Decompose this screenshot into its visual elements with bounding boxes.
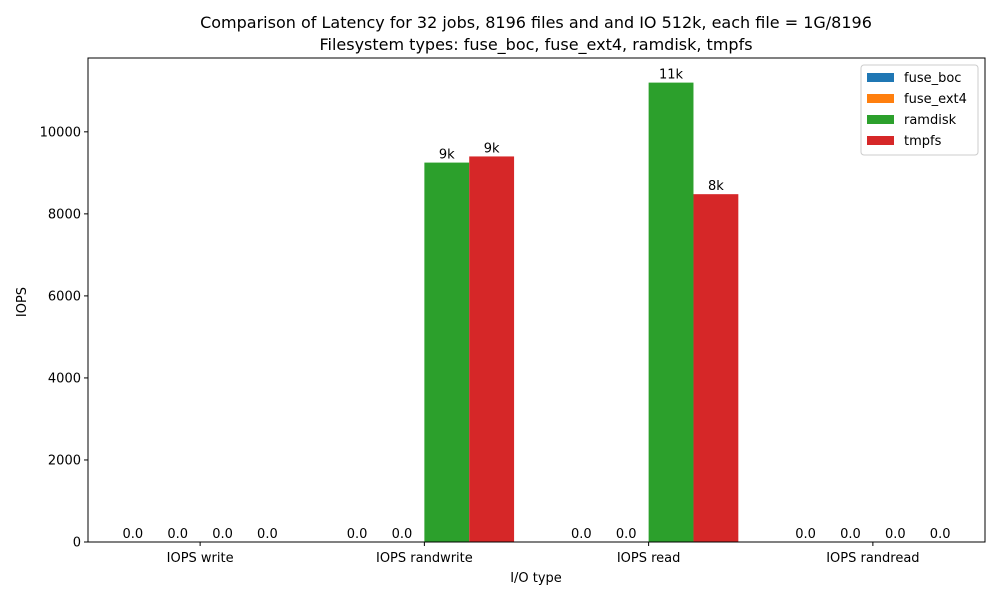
- legend-label-ramdisk: ramdisk: [904, 113, 957, 128]
- y-tick-label: 10000: [40, 125, 81, 140]
- y-tick-label: 8000: [48, 207, 81, 222]
- x-tick-label: IOPS write: [167, 551, 234, 566]
- y-tick-label: 2000: [48, 453, 81, 468]
- x-tick-label: IOPS randread: [826, 551, 919, 566]
- x-tick-label: IOPS read: [617, 551, 681, 566]
- bar-label-fuse_boc-2: 0.0: [571, 527, 592, 542]
- bar-ramdisk-2: [648, 82, 694, 542]
- bar-label-fuse_ext4-1: 0.0: [392, 527, 413, 542]
- y-axis-label: IOPS: [15, 287, 30, 317]
- bar-label-fuse_boc-1: 0.0: [347, 527, 368, 542]
- bar-label-ramdisk-0: 0.0: [212, 527, 233, 542]
- legend-label-fuse_ext4: fuse_ext4: [904, 92, 967, 107]
- chart-title: Comparison of Latency for 32 jobs, 8196 …: [200, 13, 872, 32]
- bar-label-tmpfs-1: 9k: [484, 141, 500, 156]
- legend-swatch-tmpfs: [867, 136, 894, 145]
- chart-subtitle: Filesystem types: fuse_boc, fuse_ext4, r…: [319, 35, 752, 55]
- bar-tmpfs-2: [693, 194, 739, 542]
- axes-frame: [87, 57, 986, 543]
- bar-label-fuse_boc-3: 0.0: [795, 527, 816, 542]
- y-tick-label: 6000: [48, 289, 81, 304]
- bar-label-ramdisk-1: 9k: [439, 148, 455, 163]
- bar-ramdisk-1: [424, 162, 470, 543]
- bar-label-fuse_boc-0: 0.0: [123, 527, 144, 542]
- bar-label-ramdisk-2: 11k: [659, 68, 684, 83]
- bar-label-tmpfs-3: 0.0: [930, 527, 951, 542]
- x-axis-label: I/O type: [510, 571, 562, 586]
- bar-label-tmpfs-2: 8k: [708, 179, 724, 194]
- legend-box: [860, 64, 979, 156]
- bar-label-tmpfs-0: 0.0: [257, 527, 278, 542]
- bar-tmpfs-1: [469, 156, 515, 542]
- bar-label-fuse_ext4-0: 0.0: [167, 527, 188, 542]
- bar-label-ramdisk-3: 0.0: [885, 527, 906, 542]
- x-tick-label: IOPS randwrite: [376, 551, 473, 566]
- y-tick-label: 0: [73, 536, 81, 551]
- legend-swatch-fuse_ext4: [867, 94, 894, 103]
- y-tick-label: 4000: [48, 371, 81, 386]
- legend-swatch-fuse_boc: [867, 73, 894, 82]
- bar-label-fuse_ext4-3: 0.0: [840, 527, 861, 542]
- legend-label-tmpfs: tmpfs: [904, 134, 942, 149]
- legend-label-fuse_boc: fuse_boc: [904, 71, 961, 86]
- legend-swatch-ramdisk: [867, 115, 894, 124]
- bar-label-fuse_ext4-2: 0.0: [616, 527, 637, 542]
- plot-area: 0.0 0.0 0.0 0.0 0.0 0.0 0.0 0.0 0.0 9k 11k 0.0 0.0 9k…: [40, 57, 986, 566]
